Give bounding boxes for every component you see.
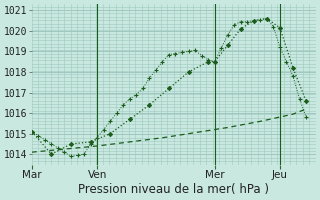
X-axis label: Pression niveau de la mer( hPa ): Pression niveau de la mer( hPa ): [78, 183, 269, 196]
